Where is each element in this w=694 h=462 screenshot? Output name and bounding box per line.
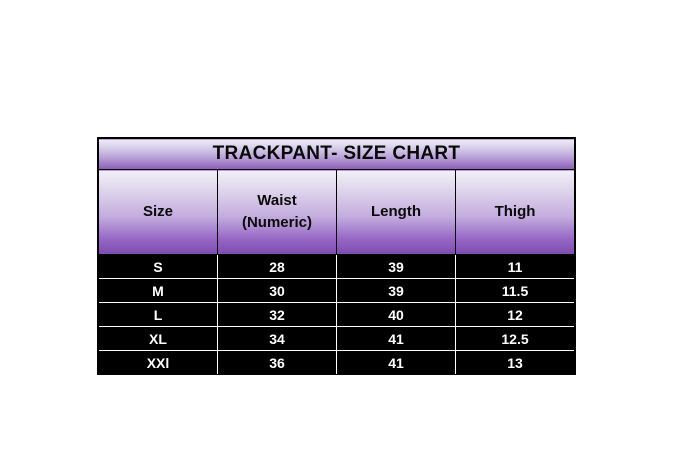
table-row: S 28 39 11: [98, 254, 575, 279]
title-row: TRACKPANT- SIZE CHART: [98, 138, 575, 170]
table-row: XL 34 41 12.5: [98, 326, 575, 351]
column-header-waist-label: Waist: [257, 192, 297, 210]
cell-length: 39: [336, 278, 456, 303]
cell-length: 40: [336, 302, 456, 327]
cell-waist: 36: [217, 350, 337, 375]
table-row: L 32 40 12: [98, 302, 575, 327]
cell-thigh: 13: [455, 350, 575, 375]
cell-length: 41: [336, 350, 456, 375]
cell-size: XL: [98, 326, 218, 351]
cell-thigh: 11.5: [455, 278, 575, 303]
size-chart-table: TRACKPANT- SIZE CHART Size Waist (Numeri…: [98, 138, 575, 375]
column-header-waist: Waist (Numeric): [217, 169, 337, 255]
column-header-size-label: Size: [142, 203, 173, 221]
cell-size: M: [98, 278, 218, 303]
cell-thigh: 12: [455, 302, 575, 327]
cell-waist: 34: [217, 326, 337, 351]
cell-waist: 30: [217, 278, 337, 303]
cell-waist: 28: [217, 254, 337, 279]
cell-size: L: [98, 302, 218, 327]
chart-title: TRACKPANT- SIZE CHART: [98, 138, 575, 170]
table-row: XXl 36 41 13: [98, 350, 575, 375]
cell-length: 39: [336, 254, 456, 279]
column-header-waist-sublabel: (Numeric): [241, 214, 312, 231]
cell-thigh: 12.5: [455, 326, 575, 351]
size-chart-table-container: TRACKPANT- SIZE CHART Size Waist (Numeri…: [97, 137, 576, 375]
column-header-length: Length: [336, 169, 456, 255]
column-header-thigh-label: Thigh: [494, 203, 536, 221]
column-header-length-label: Length: [371, 203, 421, 221]
header-row: Size Waist (Numeric) Length Thigh: [98, 169, 575, 255]
cell-thigh: 11: [455, 254, 575, 279]
cell-size: XXl: [98, 350, 218, 375]
table-row: M 30 39 11.5: [98, 278, 575, 303]
column-header-size: Size: [98, 169, 218, 255]
cell-size: S: [98, 254, 218, 279]
column-header-thigh: Thigh: [455, 169, 575, 255]
cell-length: 41: [336, 326, 456, 351]
cell-waist: 32: [217, 302, 337, 327]
